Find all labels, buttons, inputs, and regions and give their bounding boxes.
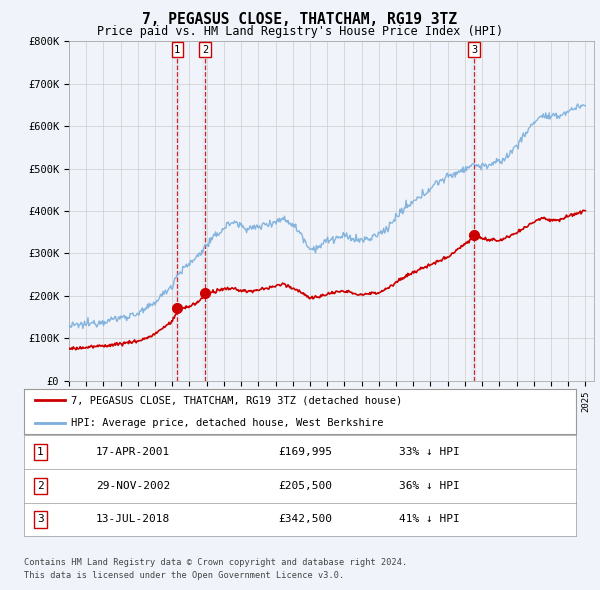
Text: 2: 2 — [37, 481, 44, 491]
Text: 17-APR-2001: 17-APR-2001 — [96, 447, 170, 457]
Text: £205,500: £205,500 — [278, 481, 332, 491]
Text: This data is licensed under the Open Government Licence v3.0.: This data is licensed under the Open Gov… — [24, 571, 344, 579]
Text: 3: 3 — [37, 514, 44, 525]
Text: HPI: Average price, detached house, West Berkshire: HPI: Average price, detached house, West… — [71, 418, 383, 428]
Text: 7, PEGASUS CLOSE, THATCHAM, RG19 3TZ: 7, PEGASUS CLOSE, THATCHAM, RG19 3TZ — [143, 12, 458, 27]
Text: Contains HM Land Registry data © Crown copyright and database right 2024.: Contains HM Land Registry data © Crown c… — [24, 558, 407, 566]
Text: £342,500: £342,500 — [278, 514, 332, 525]
Text: 3: 3 — [471, 45, 478, 55]
Bar — [202, 41, 208, 381]
Text: 36% ↓ HPI: 36% ↓ HPI — [400, 481, 460, 491]
Bar — [174, 41, 181, 381]
Text: 13-JUL-2018: 13-JUL-2018 — [96, 514, 170, 525]
Text: 33% ↓ HPI: 33% ↓ HPI — [400, 447, 460, 457]
Text: Price paid vs. HM Land Registry's House Price Index (HPI): Price paid vs. HM Land Registry's House … — [97, 25, 503, 38]
Text: £169,995: £169,995 — [278, 447, 332, 457]
Text: 29-NOV-2002: 29-NOV-2002 — [96, 481, 170, 491]
Text: 1: 1 — [174, 45, 181, 55]
Text: 7, PEGASUS CLOSE, THATCHAM, RG19 3TZ (detached house): 7, PEGASUS CLOSE, THATCHAM, RG19 3TZ (de… — [71, 395, 402, 405]
Text: 1: 1 — [37, 447, 44, 457]
Bar — [471, 41, 477, 381]
Text: 41% ↓ HPI: 41% ↓ HPI — [400, 514, 460, 525]
Text: 2: 2 — [202, 45, 208, 55]
